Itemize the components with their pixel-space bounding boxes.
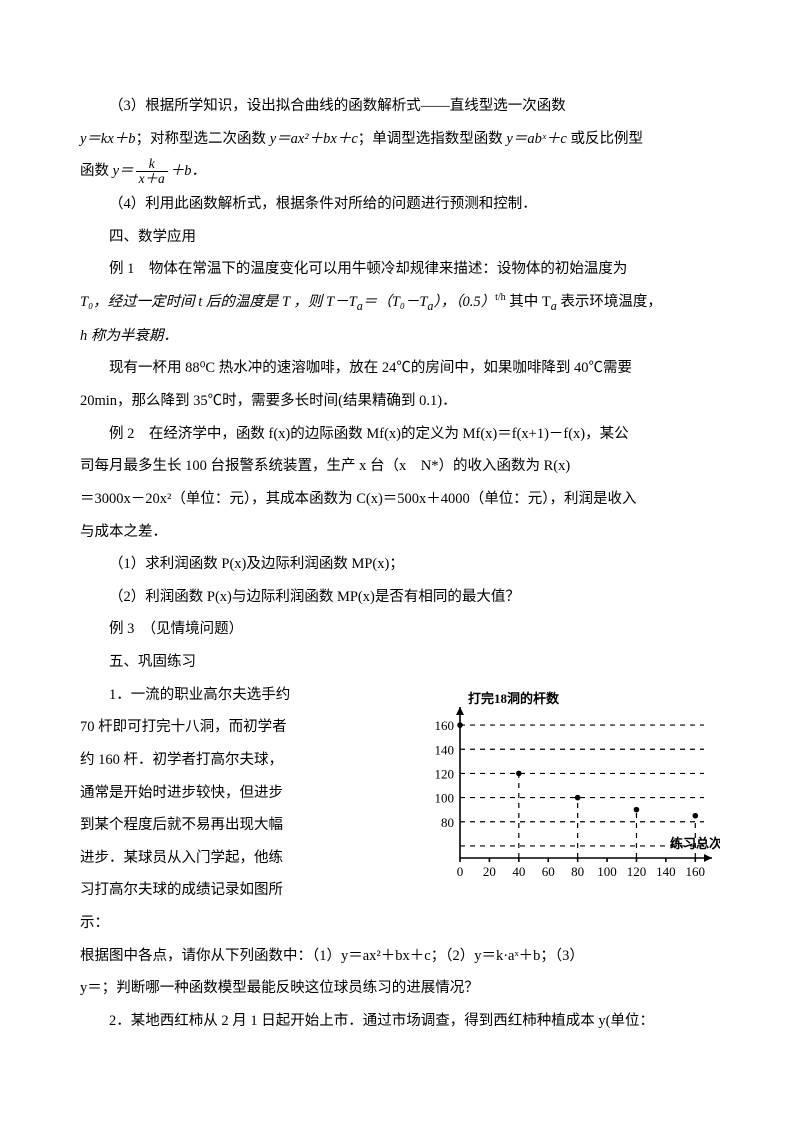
text: ＝（T₀－T (363, 294, 428, 310)
text: 表示环境温度， (557, 294, 662, 310)
q1-l9: 根据图中各点，请你从下列函数中：（1）y＝ax²＋bx＋c；（2）y＝k·aˣ＋… (80, 940, 720, 973)
svg-text:160: 160 (686, 864, 706, 879)
eq: y＝ (113, 163, 134, 179)
numerator: k (136, 157, 168, 172)
svg-text:打完18洞的杆数: 打完18洞的杆数 (468, 691, 560, 706)
eq: y＝abˣ＋c (506, 131, 566, 147)
ex2-c: ＝3000x－20x²（单位：元），其成本函数为 C(x)＝500x＋4000（… (80, 483, 720, 516)
eq: y＝ax²＋bx＋c (270, 131, 358, 147)
svg-text:120: 120 (627, 864, 647, 879)
eq: y＝kx＋b (80, 131, 136, 147)
q1-l10: y＝；判断哪一种函数模型最能反映这位球员练习的进展情况？ (80, 972, 720, 1005)
svg-text:140: 140 (435, 742, 455, 757)
svg-text:20: 20 (483, 864, 496, 879)
text: 或反比例型 (567, 131, 643, 147)
text: ；单调型选指数型函数 (358, 131, 507, 147)
text: T₀，经过一定时间 t 后的温度是 T ，则 T－T (80, 294, 357, 310)
text: 其中 T (506, 294, 551, 310)
heading-4: 四、数学应用 (80, 221, 720, 254)
p3-line2: y＝kx＋b；对称型选二次函数 y＝ax²＋bx＋c；单调型选指数型函数 y＝a… (80, 123, 720, 156)
svg-text:0: 0 (457, 864, 464, 879)
ex1-b: T₀，经过一定时间 t 后的温度是 T ，则 T－Ta＝（T₀－Ta），（0.5… (80, 286, 720, 320)
q2: 2．某地西红柿从 2 月 1 日起开始上市．通过市场调查，得到西红柿种植成本 y… (80, 1005, 720, 1038)
eq: ＋b． (170, 163, 206, 179)
svg-text:160: 160 (435, 718, 455, 733)
svg-text:100: 100 (597, 864, 617, 879)
golf-chart: 打完18洞的杆数练习总次数801001201401600204060801001… (410, 683, 720, 906)
ex2-q1: （1）求利润函数 P(x)及边际利润函数 MP(x)； (80, 548, 720, 581)
p3-line3: 函数 y＝kx＋a＋b． (80, 155, 720, 188)
text: ），（0.5） (433, 294, 495, 310)
ex2-q2: （2）利润函数 P(x)与边际利润函数 MP(x)是否有相同的最大值？ (80, 581, 720, 614)
svg-text:60: 60 (542, 864, 555, 879)
text: ；对称型选二次函数 (136, 131, 270, 147)
text: h 称为半衰期． (80, 328, 178, 344)
p3-line1: （3）根据所学知识，设出拟合曲线的函数解析式——直线型选一次函数 (80, 90, 720, 123)
ex2-b: 司每月最多生长 100 台报警系统装置，生产 x 台（x N*）的收入函数为 R… (80, 450, 720, 483)
fraction: kx＋a (134, 157, 170, 186)
denominator: x＋a (136, 172, 168, 186)
ex2-d: 与成本之差． (80, 516, 720, 549)
svg-text:80: 80 (571, 864, 584, 879)
ex1-e: 20min，那么降到 35℃时，需要多长时间(结果精确到 0.1)． (80, 385, 720, 418)
text: （3）根据所学知识，设出拟合曲线的函数解析式——直线型选一次函数 (109, 98, 566, 114)
ex2-a: 例 2 在经济学中，函数 f(x)的边际函数 Mf(x)的定义为 Mf(x)＝f… (80, 418, 720, 451)
ex1-a: 例 1 物体在常温下的温度变化可以用牛顿冷却规律来描述：设物体的初始温度为 (80, 253, 720, 286)
svg-text:40: 40 (512, 864, 525, 879)
svg-text:120: 120 (435, 766, 455, 781)
text: 函数 (80, 163, 113, 179)
chart-svg: 打完18洞的杆数练习总次数801001201401600204060801001… (410, 683, 720, 893)
q1-l8: 示： (80, 907, 720, 940)
ex1-d: 现有一杯用 88⁰C 热水冲的速溶咖啡，放在 24℃的房间中，如果咖啡降到 40… (80, 352, 720, 385)
sup: t/h (495, 292, 506, 303)
heading-5: 五、巩固练习 (80, 646, 720, 679)
p4: （4）利用此函数解析式，根据条件对所给的问题进行预测和控制． (80, 188, 720, 221)
svg-text:80: 80 (441, 814, 454, 829)
ex3: 例 3 （见情境问题） (80, 613, 720, 646)
ex1-c: h 称为半衰期． (80, 320, 720, 353)
svg-text:100: 100 (435, 790, 455, 805)
svg-text:140: 140 (656, 864, 676, 879)
